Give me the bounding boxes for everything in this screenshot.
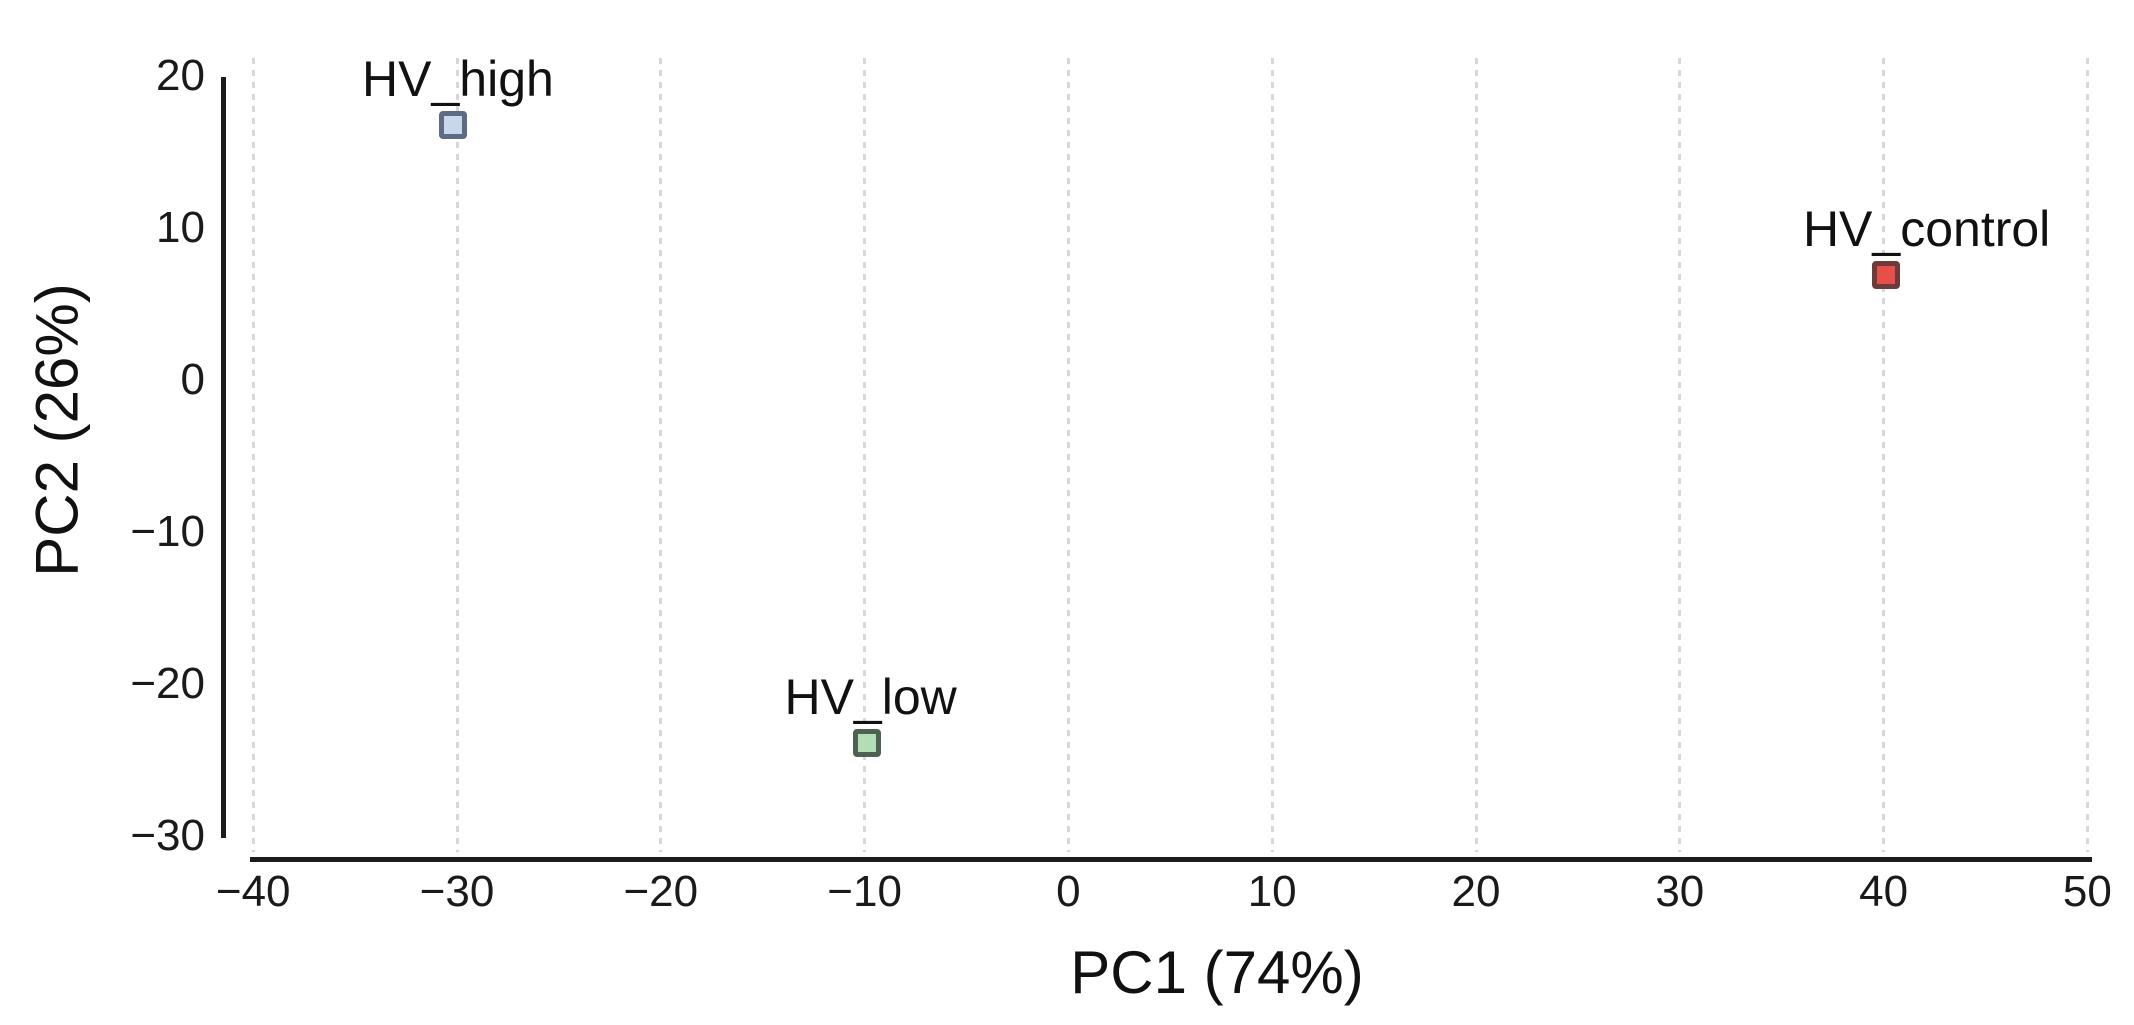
x-gridline <box>1270 58 1274 852</box>
y-tick-label: −30 <box>130 810 205 860</box>
x-tick-label: −20 <box>623 867 699 916</box>
x-tick-label: 30 <box>1655 867 1705 916</box>
x-tick-label: 20 <box>1451 867 1501 916</box>
x-tick-label: −40 <box>215 867 291 916</box>
x-gridline <box>2085 58 2089 852</box>
x-gridline <box>455 58 459 852</box>
y-axis-title: PC2 (26%) <box>23 283 91 577</box>
data-point-marker-hv_low <box>852 729 881 758</box>
data-point-marker-hv_high <box>438 110 467 139</box>
x-gridline <box>1678 58 1682 852</box>
point-label-hv_low: HV_low <box>784 669 957 726</box>
x-tick-label: −30 <box>419 867 495 916</box>
x-gridline <box>1066 58 1070 852</box>
x-tick-label: 50 <box>2062 867 2112 916</box>
x-tick-label: −10 <box>827 867 902 916</box>
x-gridline <box>1474 58 1478 852</box>
x-gridline <box>1882 58 1886 852</box>
point-label-hv_high: HV_high <box>362 50 554 107</box>
x-gridline <box>863 58 867 852</box>
x-axis-title: PC1 (74%) <box>1070 939 1364 1006</box>
y-tick-label: −10 <box>130 506 205 556</box>
x-gridline <box>659 58 663 852</box>
x-tick-label: 0 <box>1056 867 1081 916</box>
x-gridline <box>251 58 255 852</box>
data-point-marker-hv_control <box>1871 261 1900 290</box>
y-tick-label: −20 <box>130 658 205 708</box>
x-tick-label: 10 <box>1247 867 1297 916</box>
x-axis-line <box>250 857 2092 862</box>
y-axis-line <box>221 77 226 838</box>
x-tick-label: 40 <box>1859 867 1909 916</box>
point-label-hv_control: HV_control <box>1802 201 2051 258</box>
y-tick-label: 0 <box>180 354 205 404</box>
y-tick-label: 10 <box>156 202 205 252</box>
y-tick-label: 20 <box>156 50 205 100</box>
